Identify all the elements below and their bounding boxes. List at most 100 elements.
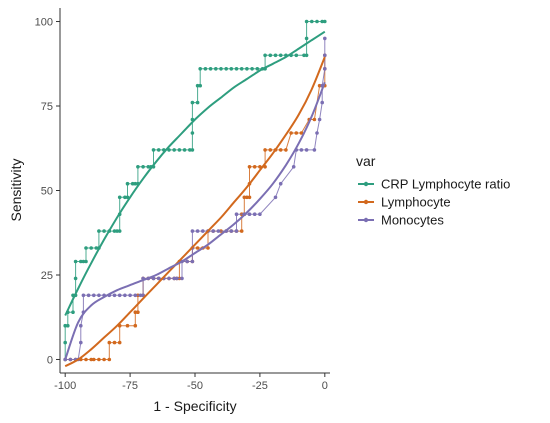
series-0-point-68 [278, 53, 283, 58]
series-0-point-56 [224, 67, 228, 71]
series-0-point-73 [304, 53, 309, 58]
series-2-point-19 [141, 293, 145, 298]
series-0-point-71 [294, 53, 299, 58]
series-1-roc-line [65, 55, 326, 360]
series-1-point-11 [112, 340, 117, 345]
series-0-point-22 [117, 229, 122, 233]
series-2-point-48 [278, 181, 283, 186]
legend-key-point-1 [363, 199, 369, 205]
y-tick-label-3: 75 [41, 101, 53, 113]
series-0-point-41 [177, 148, 182, 152]
series-0 [63, 19, 327, 362]
series-1-point-8 [102, 357, 106, 362]
series-0-point-32 [141, 165, 145, 169]
series-2-point-46 [258, 212, 262, 216]
series-0-point-78 [320, 19, 325, 24]
series-0-point-67 [273, 53, 278, 58]
series-1-point-42 [239, 229, 244, 233]
series-1-point-12 [117, 340, 122, 345]
series-1-point-10 [107, 340, 112, 345]
series-2-point-37 [211, 229, 215, 233]
series-2-point-10 [97, 293, 101, 298]
series-1-point-60 [299, 131, 304, 135]
series-0-point-42 [182, 148, 187, 152]
series-2-point-7 [81, 293, 86, 298]
series-2-point-34 [195, 229, 200, 233]
series-1-point-33 [195, 246, 200, 250]
series-0-point-33 [146, 165, 151, 169]
series-1-point-17 [136, 310, 140, 315]
x-tick-label-4: 0 [322, 380, 328, 392]
series-1-point-59 [294, 131, 299, 135]
series-0-point-13 [84, 246, 88, 250]
series-2-point-23 [156, 276, 161, 281]
series-2-point-15 [123, 293, 127, 298]
series-0-point-15 [94, 246, 99, 250]
plot-area [63, 19, 327, 368]
series-1-point-4 [84, 357, 88, 362]
y-axis-ticks: 0 25 50 75 100 [35, 17, 60, 366]
series-2-point-58 [323, 67, 327, 71]
series-2-point-35 [201, 229, 205, 233]
series-2-point-55 [317, 117, 322, 122]
x-tick-label-0: -100 [54, 380, 76, 392]
x-tick-label-2: -50 [187, 380, 203, 392]
series-0-point-65 [263, 53, 267, 58]
series-0-point-27 [125, 181, 130, 186]
series-0-point-45 [190, 131, 195, 135]
series-0-point-72 [302, 53, 306, 58]
series-1-point-9 [107, 357, 112, 362]
series-2-point-40 [229, 229, 234, 233]
legend-label-2: Monocytes [381, 213, 444, 228]
series-2-point-51 [299, 148, 304, 152]
series-0-point-62 [255, 67, 260, 71]
series-2-point-25 [167, 276, 171, 281]
y-axis-title: Sensitivity [8, 158, 24, 221]
series-0-point-8 [73, 276, 78, 281]
series-0-point-57 [229, 67, 234, 71]
series-2-roc-line [65, 38, 326, 360]
series-0-point-49 [195, 83, 200, 88]
series-1-point-16 [133, 310, 138, 315]
series-0-point-74 [304, 36, 309, 41]
series-2-point-53 [312, 148, 317, 152]
series-2-point-17 [133, 293, 138, 298]
series-0-point-47 [190, 100, 195, 105]
series-1-point-15 [133, 323, 138, 328]
series-1-point-14 [125, 323, 130, 328]
legend-label-1: Lymphocyte [381, 195, 451, 210]
series-2-point-54 [315, 131, 319, 135]
series-1-point-62 [312, 117, 317, 122]
series-2-point-56 [320, 100, 325, 105]
series-0-smooth-curve [64, 30, 326, 316]
series-0-point-77 [315, 19, 319, 24]
series-2-point-42 [234, 212, 239, 216]
series-2-point-9 [92, 293, 96, 298]
legend-key-point-2 [363, 217, 369, 223]
x-axis-title: 1 - Specificity [153, 398, 236, 414]
series-2-point-18 [138, 293, 143, 298]
series-1-point-63 [317, 83, 322, 88]
series-0-point-5 [71, 310, 75, 315]
series-2-smooth-curve [64, 82, 326, 360]
series-1-point-56 [278, 148, 283, 152]
series-0-point-79 [323, 19, 327, 24]
legend-key-point-0 [363, 181, 369, 187]
series-2-point-41 [234, 229, 239, 233]
series-2-point-13 [112, 293, 117, 298]
series-2-point-44 [247, 212, 252, 216]
series-2-point-16 [128, 293, 132, 298]
series-0-point-37 [156, 148, 161, 152]
series-2-point-60 [323, 36, 327, 41]
series-1-point-58 [289, 131, 293, 135]
series-2-point-59 [323, 53, 327, 58]
series-0-point-48 [195, 100, 200, 105]
series-0-point-11 [81, 259, 86, 264]
series-0-point-59 [239, 67, 244, 71]
series-0-point-53 [208, 67, 213, 71]
series-0-point-9 [73, 259, 78, 264]
series-2-point-8 [86, 293, 91, 298]
x-axis-ticks: -100 -75 -50 -25 0 [54, 373, 328, 392]
legend-title: var [356, 153, 376, 169]
series-0-point-66 [268, 53, 273, 58]
